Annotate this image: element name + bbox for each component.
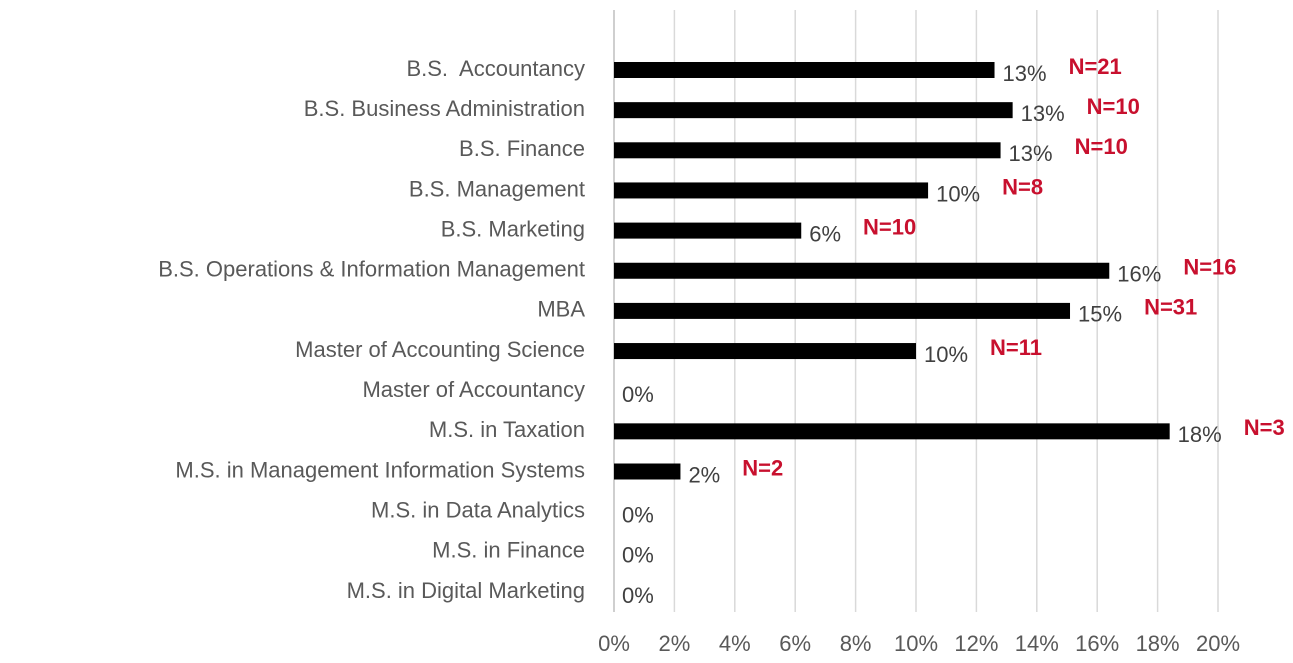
value-label: 10%: [936, 181, 980, 206]
value-label: 13%: [1009, 141, 1053, 166]
category-label: M.S. in Management Information Systems: [175, 457, 585, 482]
category-label: B.S. Marketing: [441, 216, 585, 241]
bar: [614, 62, 995, 78]
bar: [614, 102, 1013, 119]
bar: [614, 142, 1001, 159]
bar: [614, 262, 1110, 279]
x-tick-label: 2%: [659, 631, 691, 656]
n-label: N=21: [1069, 54, 1122, 79]
x-tick-label: 8%: [840, 631, 872, 656]
value-label: 0%: [622, 543, 654, 568]
bar: [614, 302, 1071, 319]
x-tick-label: 20%: [1196, 631, 1240, 656]
n-label: N=2: [742, 455, 783, 480]
bar: [614, 463, 681, 480]
value-label: 15%: [1078, 302, 1122, 327]
category-label: Master of Accountancy: [362, 377, 585, 402]
x-tick-label: 0%: [598, 631, 630, 656]
category-label: MBA: [537, 297, 585, 322]
category-label: B.S. Accountancy: [406, 56, 585, 81]
n-label: N=31: [1144, 295, 1197, 320]
n-label: N=3: [1244, 415, 1285, 440]
n-label: N=16: [1183, 255, 1236, 280]
value-label: 6%: [809, 221, 841, 246]
value-label: 0%: [622, 382, 654, 407]
category-label: B.S. Business Administration: [304, 96, 585, 121]
category-label: M.S. in Taxation: [429, 417, 585, 442]
x-tick-label: 6%: [779, 631, 811, 656]
x-tick-label: 12%: [954, 631, 998, 656]
value-label: 18%: [1178, 422, 1222, 447]
bar: [614, 423, 1170, 440]
value-label: 0%: [622, 502, 654, 527]
x-tick-label: 14%: [1015, 631, 1059, 656]
category-label: B.S. Management: [409, 176, 585, 201]
bar: [614, 222, 802, 239]
n-label: N=11: [990, 335, 1042, 360]
value-label: 13%: [1003, 61, 1047, 86]
x-tick-label: 18%: [1136, 631, 1180, 656]
category-label: B.S. Operations & Information Management: [158, 257, 585, 282]
value-label: 10%: [924, 342, 968, 367]
value-label: 2%: [688, 462, 720, 487]
category-label: M.S. in Digital Marketing: [347, 578, 585, 603]
category-label: M.S. in Data Analytics: [371, 497, 585, 522]
x-tick-label: 16%: [1075, 631, 1119, 656]
category-label: Master of Accounting Science: [295, 337, 585, 362]
bar: [614, 343, 916, 360]
n-label: N=8: [1002, 174, 1043, 199]
value-label: 16%: [1117, 262, 1161, 287]
bar: [614, 182, 929, 199]
x-tick-label: 4%: [719, 631, 751, 656]
x-tick-label: 10%: [894, 631, 938, 656]
category-label: B.S. Finance: [459, 136, 585, 161]
n-label: N=10: [1087, 94, 1140, 119]
n-label: N=10: [1075, 134, 1128, 159]
category-label: M.S. in Finance: [432, 538, 585, 563]
value-label: 0%: [622, 583, 654, 608]
n-label: N=10: [863, 214, 916, 239]
value-label: 13%: [1021, 101, 1065, 126]
